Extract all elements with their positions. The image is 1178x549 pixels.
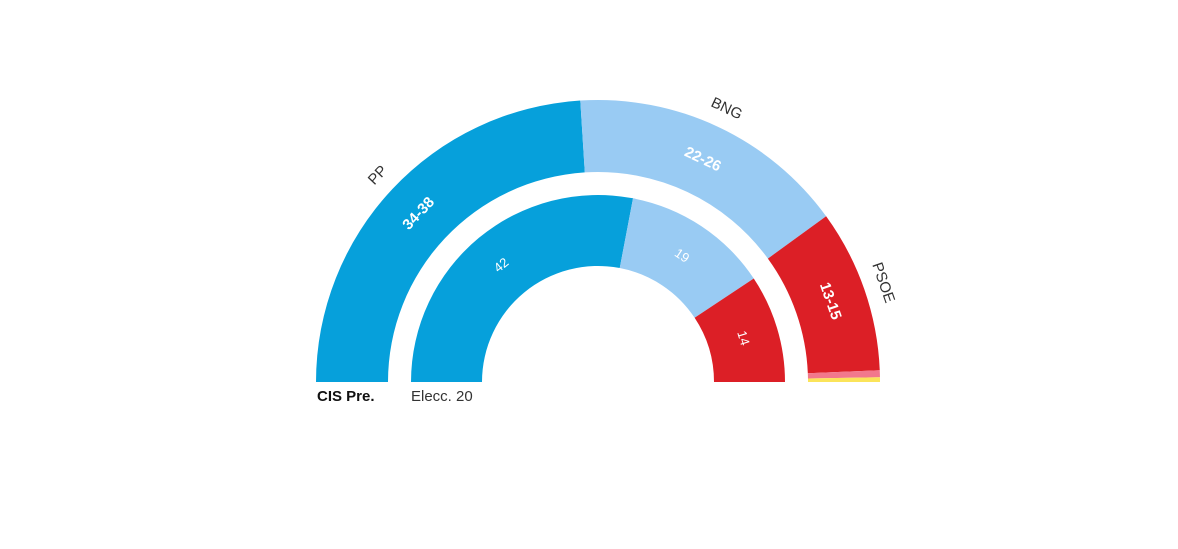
value-label-elecc-20-psoe: 14	[734, 329, 753, 347]
ring-label-cis-pre: CIS Pre.	[317, 388, 375, 405]
value-label-elecc-20-bng: 19	[672, 245, 692, 266]
arc-cis-pre-psoe	[767, 216, 880, 374]
arc-elecc-20-pp	[411, 194, 634, 382]
arc-cis-pre-bng	[580, 100, 827, 259]
arc-elecc-20-bng	[619, 198, 754, 318]
arc-cis-pre-others-yellow	[807, 377, 880, 382]
arc-elecc-20-psoe	[694, 278, 785, 382]
party-label-bng: BNG	[708, 94, 745, 123]
ring-label-elecc-20: Elecc. 20	[411, 388, 473, 405]
party-label-psoe: PSOE	[868, 260, 898, 305]
party-label-pp: PP	[365, 162, 391, 188]
arc-cis-pre-others-pink	[807, 370, 880, 379]
arc-cis-pre-pp	[316, 100, 585, 382]
